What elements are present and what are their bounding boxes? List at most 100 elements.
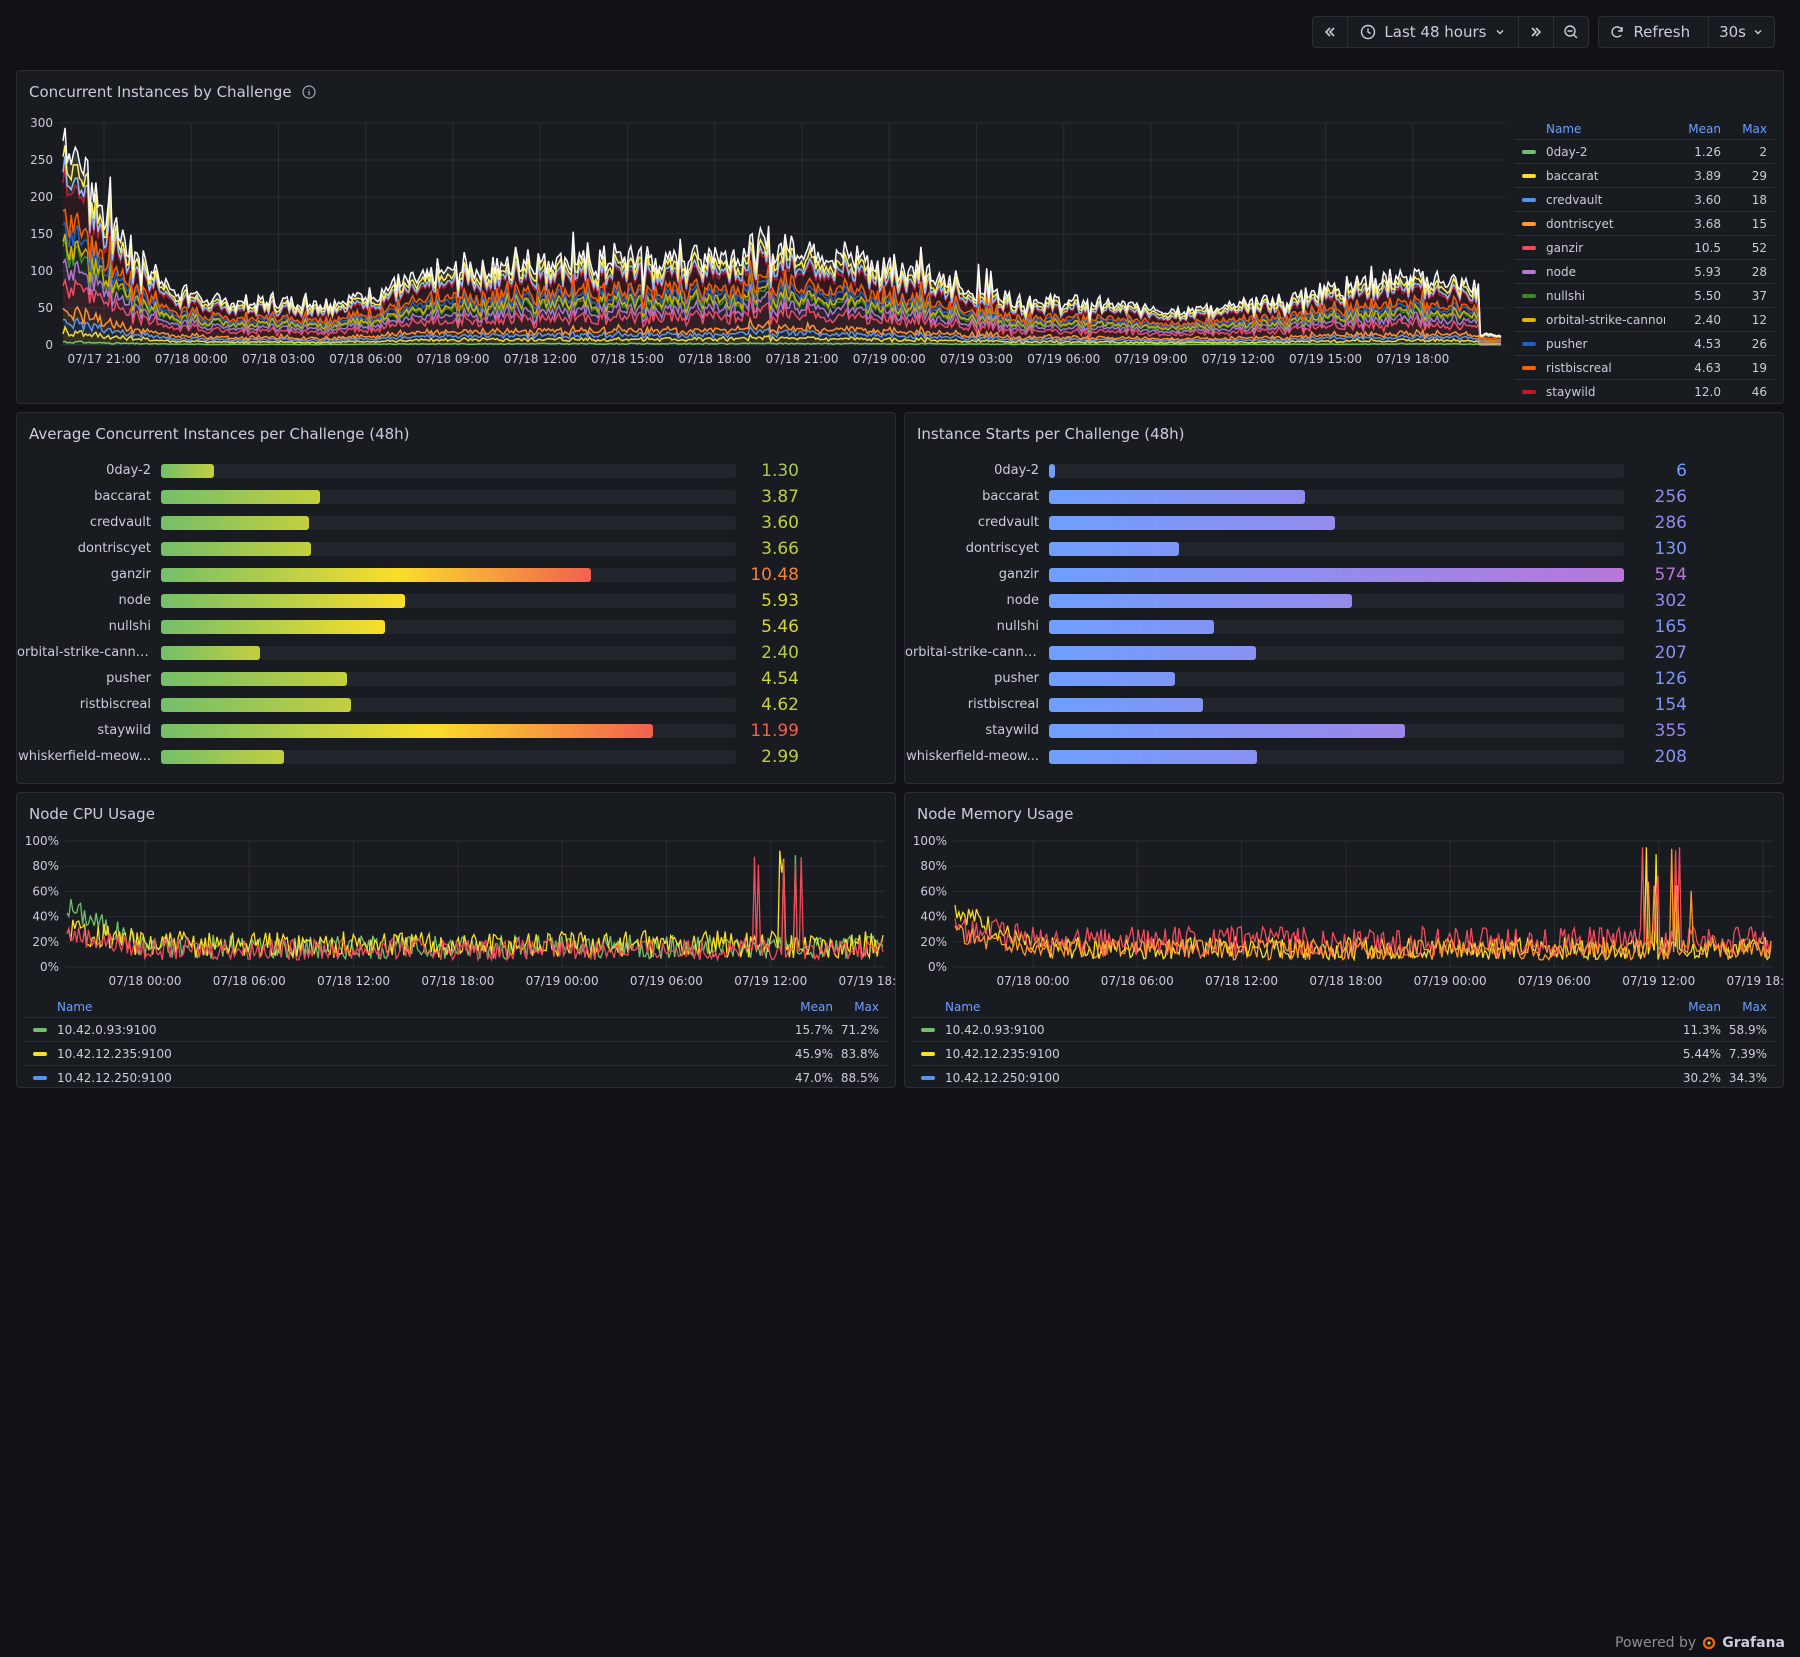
- legend-series-name: baccarat: [1546, 168, 1599, 183]
- concurrent-instances-chart[interactable]: 0 50 100 150 200 250 300 07/17 21:00 07/18 00:00…: [17, 111, 1507, 404]
- bar-row[interactable]: node 302: [905, 590, 1783, 612]
- legend-row[interactable]: nullshi 5.50 37: [1514, 283, 1775, 307]
- legend-series-max: 71.2%: [840, 1022, 879, 1037]
- legend-header-name[interactable]: Name: [57, 1000, 93, 1014]
- bar-row[interactable]: orbital-strike-cannon 2.40: [17, 642, 895, 664]
- bar-row[interactable]: baccarat 256: [905, 486, 1783, 508]
- bar-row[interactable]: whiskerfield-meow... 208: [905, 746, 1783, 768]
- bar-row[interactable]: 0day-2 6: [905, 460, 1783, 482]
- bar-row[interactable]: node 5.93: [17, 590, 895, 612]
- bar-row[interactable]: credvault 286: [905, 512, 1783, 534]
- x-tick-label: 07/19 12:00: [1202, 352, 1275, 366]
- stacked-series: [62, 127, 1502, 346]
- bar-fill: [1049, 672, 1176, 686]
- bar-value: 11.99: [750, 721, 799, 741]
- bar-row[interactable]: credvault 3.60: [17, 512, 895, 534]
- bar-row[interactable]: ristbiscreal 4.62: [17, 694, 895, 716]
- x-tick-label: 07/19 03:00: [940, 352, 1013, 366]
- shift-back-button[interactable]: [1313, 17, 1349, 47]
- bar-label: nullshi: [108, 619, 151, 634]
- bar-row[interactable]: baccarat 3.87: [17, 486, 895, 508]
- bar-label: ganzir: [110, 567, 151, 582]
- legend-row[interactable]: 10.42.12.250:9100 30.2% 34.3%: [913, 1065, 1775, 1087]
- bar-row[interactable]: 0day-2 1.30: [17, 460, 895, 482]
- legend-row[interactable]: orbital-strike-cannon 2.40 12: [1514, 307, 1775, 331]
- bar-row[interactable]: staywild 355: [905, 720, 1783, 742]
- legend-row[interactable]: credvault 3.60 18: [1514, 187, 1775, 211]
- legend-row[interactable]: ganzir 10.5 52: [1514, 235, 1775, 259]
- y-tick-label: 80%: [32, 859, 59, 873]
- bar-row[interactable]: ganzir 10.48: [17, 564, 895, 586]
- bar-track: [161, 698, 736, 712]
- legend-header-max[interactable]: Max: [1742, 122, 1767, 136]
- bar-row[interactable]: dontriscyet 130: [905, 538, 1783, 560]
- series-color-swatch: [1522, 221, 1536, 226]
- legend-header-mean[interactable]: Mean: [1688, 1000, 1721, 1014]
- legend-header: Name Mean Max: [1514, 119, 1775, 139]
- legend-series-max: 52: [1751, 240, 1767, 255]
- bar-fill: [1049, 464, 1055, 478]
- refresh-interval-picker[interactable]: 30s: [1709, 17, 1774, 47]
- time-range-picker[interactable]: Last 48 hours: [1348, 17, 1520, 47]
- grafana-logo-icon: [1703, 1636, 1716, 1650]
- bar-row[interactable]: orbital-strike-cannon 207: [905, 642, 1783, 664]
- legend-header-max[interactable]: Max: [1742, 1000, 1767, 1014]
- bar-row[interactable]: staywild 11.99: [17, 720, 895, 742]
- legend-row[interactable]: 10.42.0.93:9100 15.7% 71.2%: [25, 1017, 887, 1041]
- legend-series-mean: 30.2%: [1682, 1070, 1721, 1085]
- cpu-usage-chart[interactable]: 0% 20% 40% 60% 80% 100% 07/18 00:00 07/18 06:00…: [17, 829, 895, 1029]
- series-line: [66, 856, 884, 963]
- bar-row[interactable]: ganzir 574: [905, 564, 1783, 586]
- legend-row[interactable]: ristbiscreal 4.63 19: [1514, 355, 1775, 379]
- bar-track: [1049, 542, 1624, 556]
- bar-row[interactable]: pusher 4.54: [17, 668, 895, 690]
- legend-row[interactable]: dontriscyet 3.68 15: [1514, 211, 1775, 235]
- bar-label: staywild: [985, 723, 1039, 738]
- series-line: [62, 145, 1502, 338]
- legend-header-max[interactable]: Max: [854, 1000, 879, 1014]
- y-tick-label: 0: [45, 338, 53, 352]
- legend-row[interactable]: baccarat 3.89 29: [1514, 163, 1775, 187]
- info-icon[interactable]: [301, 85, 316, 99]
- bar-row[interactable]: whiskerfield-meow... 2.99: [17, 746, 895, 768]
- bar-row[interactable]: ristbiscreal 154: [905, 694, 1783, 716]
- series-color-swatch: [921, 1051, 935, 1056]
- shift-forward-button[interactable]: [1519, 17, 1555, 47]
- legend-header-name[interactable]: Name: [945, 1000, 981, 1014]
- y-tick-label: 60%: [920, 884, 947, 898]
- zoom-out-button[interactable]: [1554, 17, 1588, 47]
- legend-row[interactable]: 10.42.0.93:9100 11.3% 58.9%: [913, 1017, 1775, 1041]
- refresh-button[interactable]: Refresh: [1599, 17, 1710, 47]
- legend-series-max: 46: [1751, 384, 1767, 399]
- legend-row[interactable]: node 5.93 28: [1514, 259, 1775, 283]
- legend-row[interactable]: 10.42.12.235:9100 5.44% 7.39%: [913, 1041, 1775, 1065]
- memory-usage-chart[interactable]: 0% 20% 40% 60% 80% 100% 07/18 00:00 07/18 06:00…: [905, 829, 1783, 1029]
- x-tick-label: 07/18 15:00: [591, 352, 664, 366]
- bar-row[interactable]: nullshi 165: [905, 616, 1783, 638]
- bar-row[interactable]: pusher 126: [905, 668, 1783, 690]
- legend-row[interactable]: staywild 12.0 46: [1514, 379, 1775, 403]
- legend-series-name: ganzir: [1546, 240, 1584, 255]
- cpu-legend: Name Mean Max 10.42.0.93:9100 15.7% 71.2% 1…: [25, 997, 887, 1087]
- legend-series-name: 10.42.12.235:9100: [57, 1046, 172, 1061]
- legend-header-mean[interactable]: Mean: [1688, 122, 1721, 136]
- bar-value: 4.62: [761, 695, 799, 715]
- bar-row[interactable]: dontriscyet 3.66: [17, 538, 895, 560]
- legend-series-name: 10.42.12.250:9100: [945, 1070, 1060, 1085]
- bar-value: 6: [1676, 461, 1687, 481]
- series-area: [63, 166, 1501, 340]
- bar-row[interactable]: nullshi 5.46: [17, 616, 895, 638]
- series-color-swatch: [33, 1027, 47, 1032]
- bar-fill: [161, 698, 351, 712]
- legend-header-mean[interactable]: Mean: [800, 1000, 833, 1014]
- panel-title-text: Node CPU Usage: [29, 805, 155, 823]
- legend-row[interactable]: 10.42.12.235:9100 45.9% 83.8%: [25, 1041, 887, 1065]
- bar-value: 154: [1654, 695, 1687, 715]
- legend-series-mean: 10.5: [1694, 240, 1721, 255]
- legend-header-name[interactable]: Name: [1546, 122, 1582, 136]
- legend-row[interactable]: 10.42.12.250:9100 47.0% 88.5%: [25, 1065, 887, 1087]
- x-tick-label: 07/18 18:00: [678, 352, 751, 366]
- legend-series-max: 26: [1751, 336, 1767, 351]
- legend-row[interactable]: 0day-2 1.26 2: [1514, 139, 1775, 163]
- legend-row[interactable]: pusher 4.53 26: [1514, 331, 1775, 355]
